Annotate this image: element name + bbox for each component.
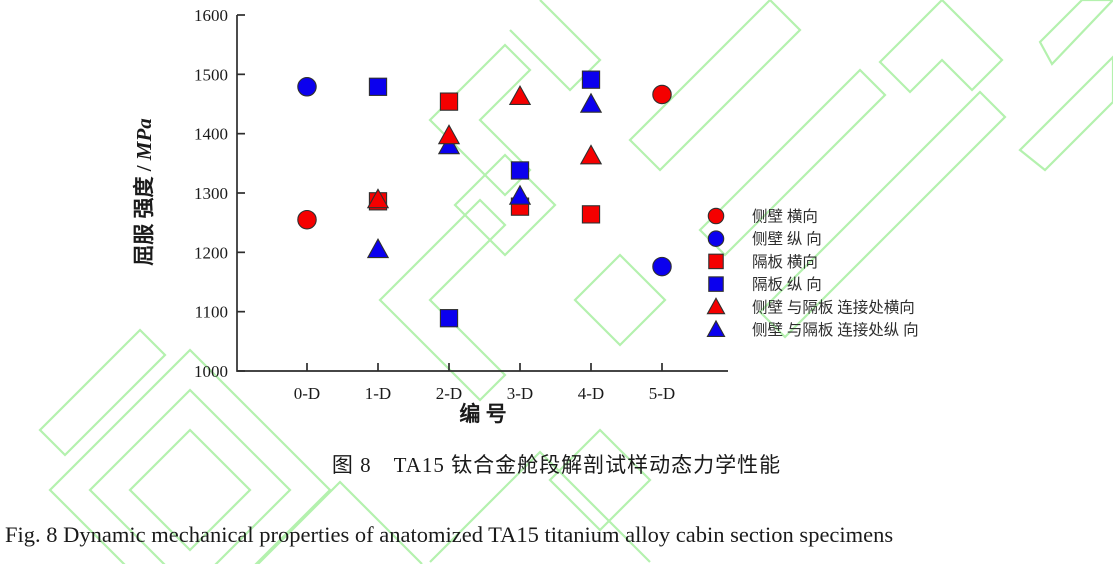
watermark-shape	[548, 428, 652, 532]
data-point-circle	[297, 209, 317, 230]
watermark-shape	[429, 450, 651, 563]
data-point-square	[439, 309, 459, 328]
y-axis-tick-label: 1400	[194, 125, 228, 144]
watermark-shape	[573, 253, 667, 347]
legend-label: 侧壁 与隔板 连接处横向	[752, 298, 915, 316]
watermark-shape	[257, 480, 423, 564]
figure-caption-english: Fig. 8 Dynamic mechanical properties of …	[5, 522, 894, 547]
y-axis-tick-label: 1500	[194, 65, 228, 84]
data-point-triangle	[366, 238, 390, 259]
legend-marker-circle	[707, 230, 725, 247]
legend-marker-circle	[707, 207, 725, 225]
legend-label: 侧壁 纵 向	[752, 230, 822, 248]
axis-spines	[236, 15, 728, 372]
watermark-shape	[128, 428, 252, 552]
legend-marker-square	[708, 253, 724, 270]
data-point-square	[439, 92, 459, 111]
x-axis-tick-label: 3-D	[507, 384, 533, 403]
data-point-triangle	[437, 124, 461, 145]
legend-marker-square	[708, 276, 724, 292]
data-point-square	[581, 70, 601, 89]
legend-label: 隔板 纵 向	[752, 276, 822, 294]
data-point-circle	[652, 256, 672, 277]
watermark-shape	[453, 153, 557, 257]
watermark-cluster-bottom-center	[429, 428, 652, 563]
y-axis-tick-label: 1200	[194, 243, 228, 262]
x-axis-title: 编 号	[459, 402, 506, 426]
watermark-shape	[628, 0, 802, 172]
y-axis-tick-label: 1300	[194, 184, 228, 203]
figure-caption-chinese: 图 8 TA15 钛合金舱段解剖试样动态力学性能	[331, 453, 782, 477]
data-point-circle	[652, 84, 672, 105]
x-axis-tick-label: 5-D	[649, 384, 675, 403]
watermark-shape	[88, 388, 292, 564]
watermark-shape	[378, 198, 507, 402]
watermark-cluster-center	[378, 0, 667, 402]
x-axis-tick-label: 1-D	[365, 384, 391, 403]
legend-label: 侧壁 与隔板 连接处纵 向	[752, 321, 919, 339]
y-axis-tick-label: 1100	[195, 303, 228, 322]
legend-marker-triangle	[706, 297, 726, 315]
data-point-triangle	[579, 144, 603, 165]
x-axis-tick-label: 0-D	[294, 384, 320, 403]
watermark-shape	[758, 90, 1007, 339]
y-axis-title: 屈服 强度 / MPa	[132, 118, 156, 266]
legend-label: 隔板 横向	[752, 253, 818, 271]
watermark-shape	[1038, 0, 1113, 66]
y-axis-tick-label: 1600	[194, 6, 228, 25]
watermark-shape	[428, 43, 532, 197]
data-point-square	[510, 161, 530, 180]
data-point-triangle	[437, 134, 461, 155]
watermark-shape	[38, 328, 167, 457]
watermark-shape	[878, 0, 1004, 94]
legend-label: 侧壁 横向	[752, 208, 818, 226]
watermark-cluster-bottom-left	[38, 328, 423, 564]
data-point-triangle	[508, 184, 532, 205]
data-point-triangle	[508, 84, 532, 106]
legend-marker-triangle	[706, 319, 726, 337]
x-axis-tick-label: 2-D	[436, 384, 462, 403]
watermark-shape	[1018, 55, 1113, 172]
y-axis-tick-label: 1000	[194, 362, 228, 381]
data-point-triangle	[579, 92, 603, 113]
data-point-circle	[297, 77, 317, 97]
x-axis-tick-label: 4-D	[578, 384, 604, 403]
data-point-square	[368, 77, 388, 96]
watermark-shape	[48, 348, 332, 564]
data-point-triangle	[366, 188, 390, 209]
data-point-square	[581, 205, 601, 224]
